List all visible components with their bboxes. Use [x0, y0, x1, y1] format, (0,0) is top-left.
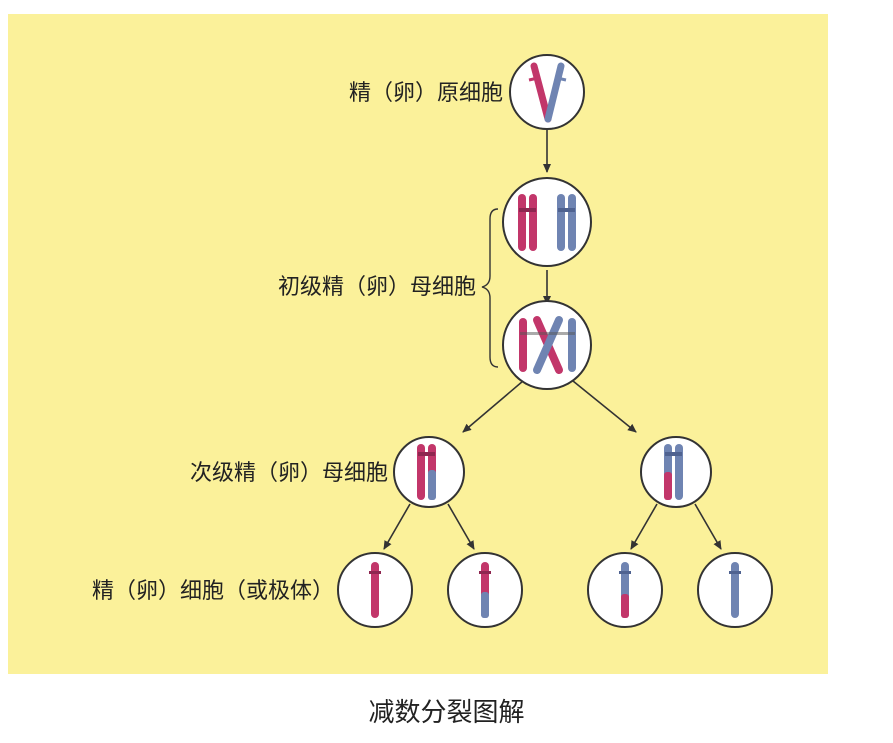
label-secondary: 次级精（卵）母细胞 [190, 461, 388, 486]
cell-primary-2 [502, 300, 592, 390]
label-spermatogonium: 精（卵）原细胞 [349, 81, 503, 106]
cell-secondary-right [640, 436, 712, 508]
meiosis-figure: 精（卵）原细胞 初级精（卵）母细胞 次级精（卵）母细胞 精（卵）细胞（或极体） [8, 14, 828, 674]
cell-spermatogonium [509, 54, 585, 130]
label-primary: 初级精（卵）母细胞 [278, 275, 476, 300]
cell-gamete-3 [587, 552, 663, 628]
primary-bracket [481, 208, 499, 368]
arrows [383, 130, 722, 550]
arrow-8 [694, 503, 722, 550]
label-gamete: 精（卵）细胞（或极体） [92, 579, 334, 604]
cell-primary-1 [502, 177, 592, 267]
arrow-5 [383, 503, 411, 550]
cell-gamete-2 [447, 552, 523, 628]
figure-caption: 减数分裂图解 [368, 698, 525, 728]
cell-secondary-left [393, 436, 465, 508]
arrow-6 [447, 503, 475, 550]
cell-gamete-1 [337, 552, 413, 628]
arrow-3 [462, 380, 524, 433]
arrow-7 [630, 503, 658, 550]
arrow-4 [572, 380, 637, 433]
cell-gamete-4 [697, 552, 773, 628]
meiosis-diagram: 精（卵）原细胞 初级精（卵）母细胞 次级精（卵）母细胞 精（卵）细胞（或极体） [92, 54, 773, 628]
